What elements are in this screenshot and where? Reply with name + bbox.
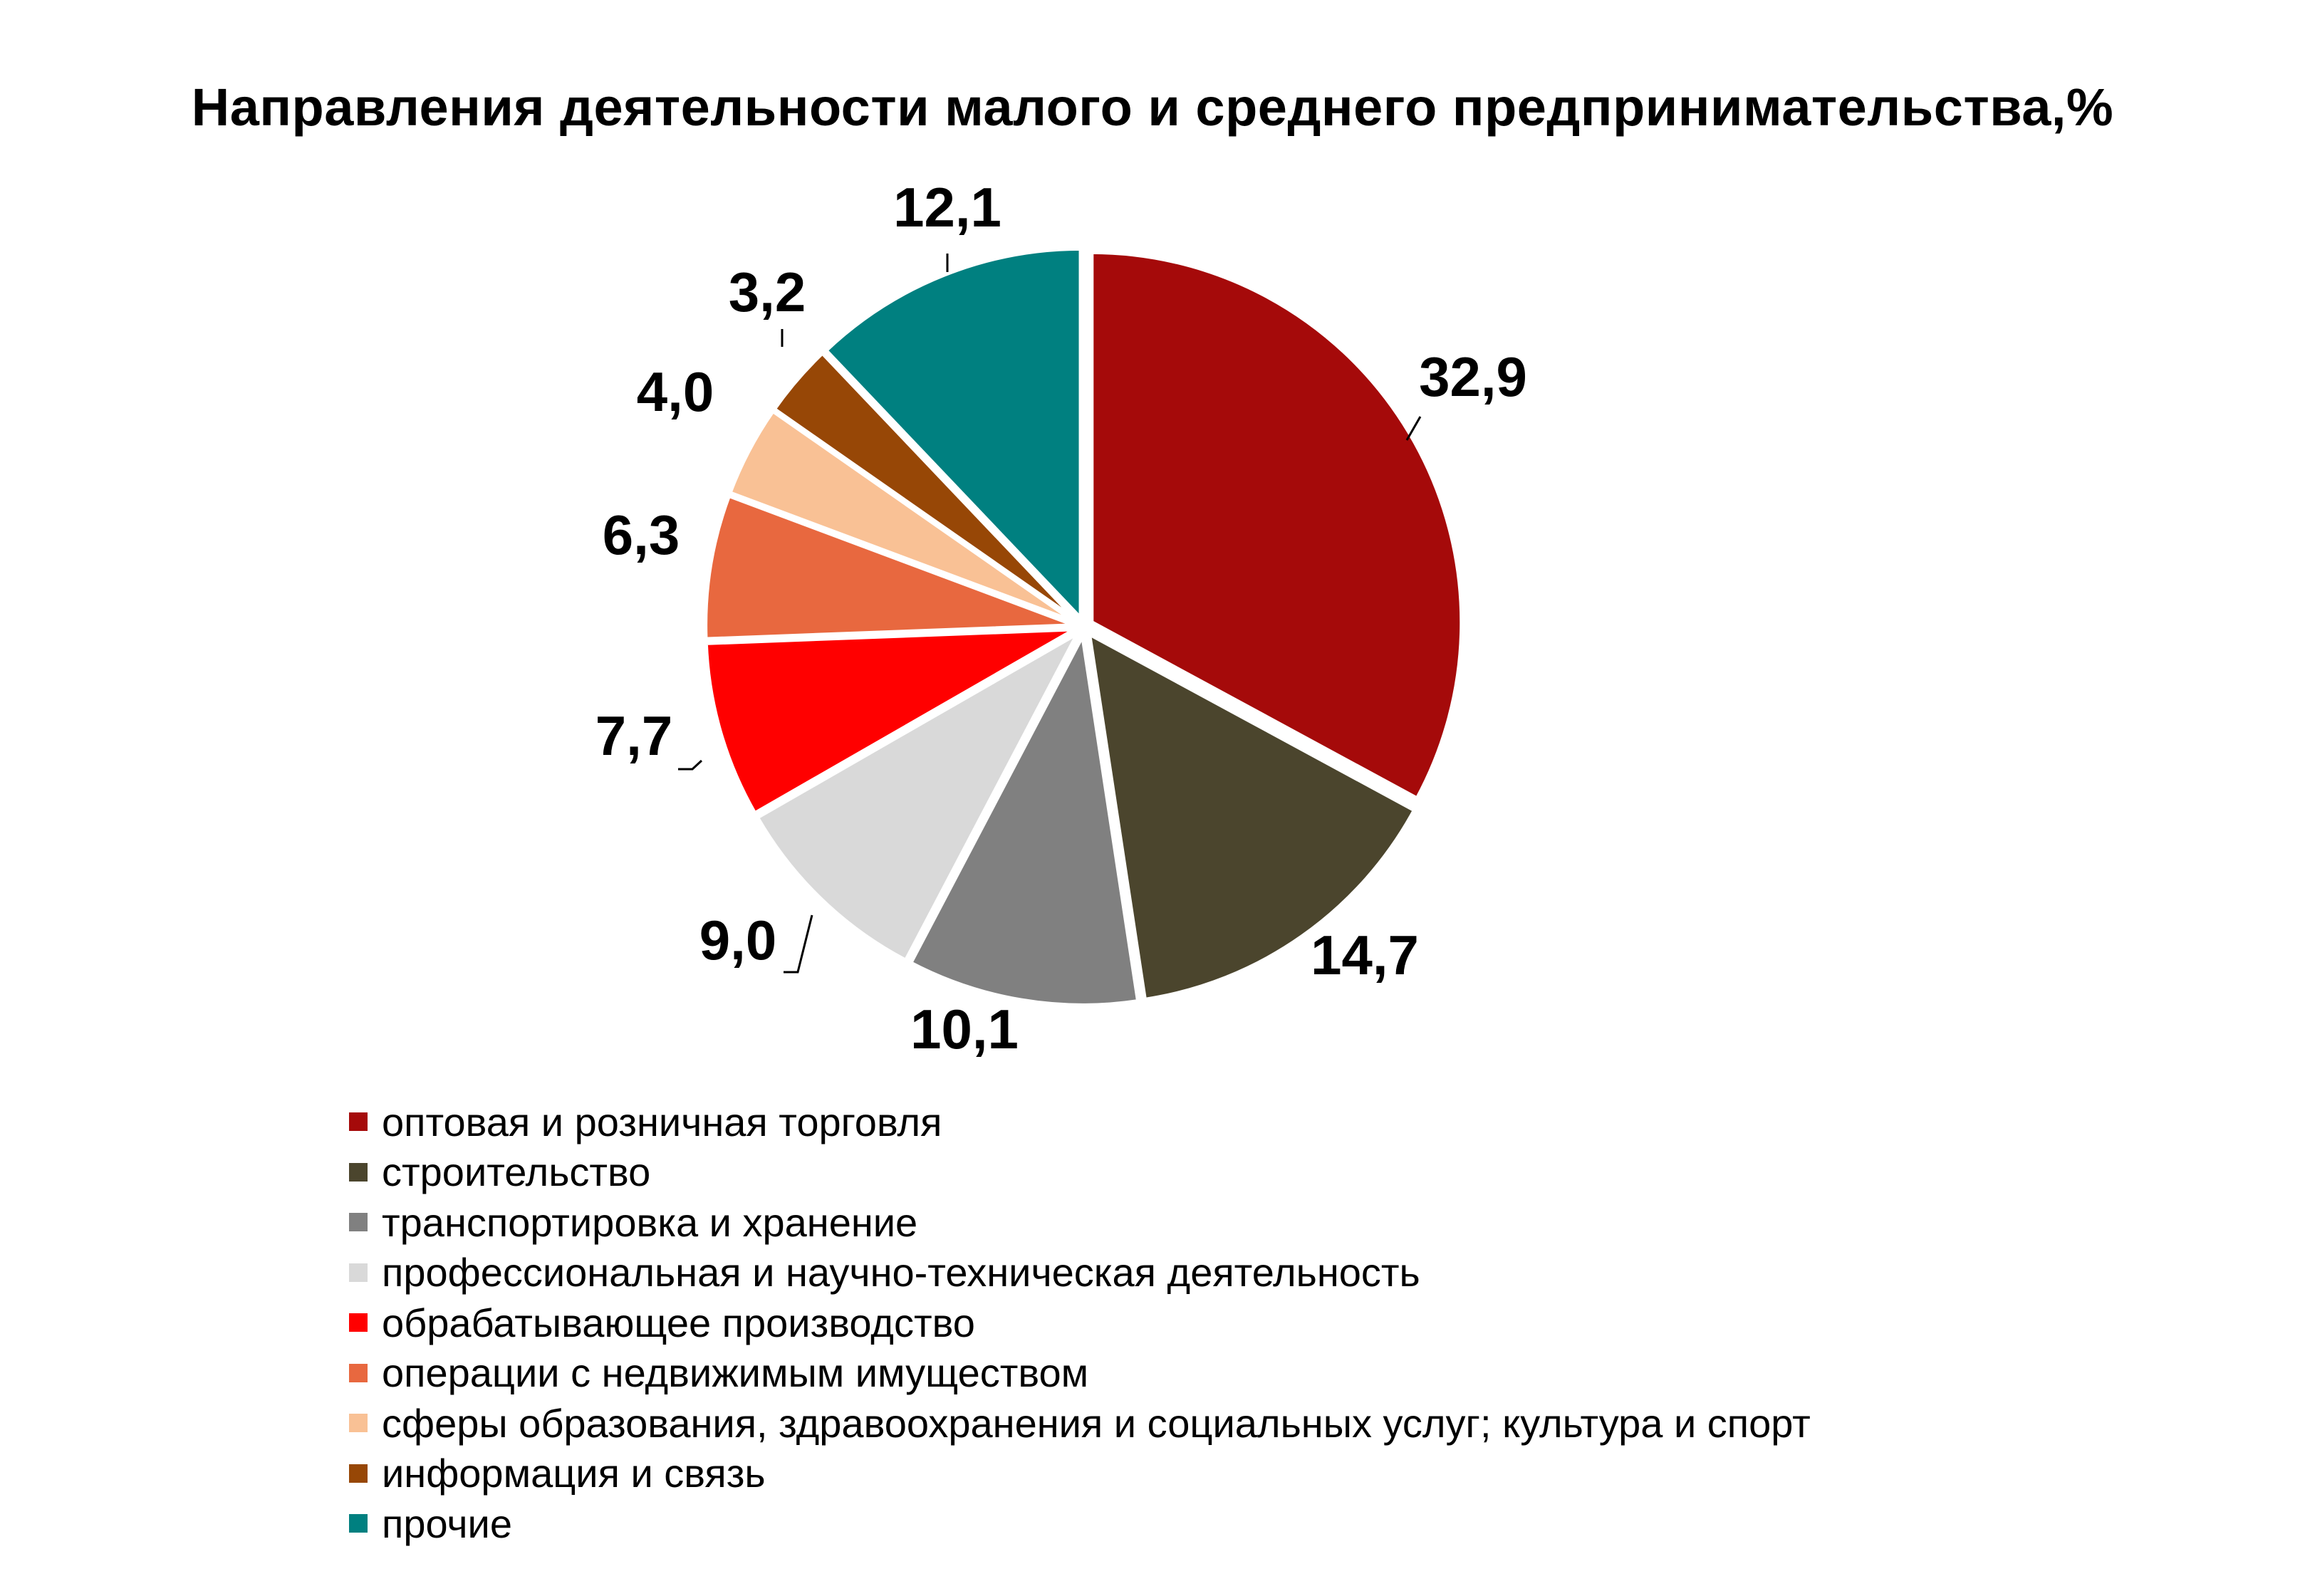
data-label-6: 6,3 — [603, 504, 680, 566]
data-label-8: 3,2 — [729, 261, 806, 323]
data-label-9: 12,1 — [893, 176, 1001, 239]
pie-slice-6 — [703, 492, 1077, 642]
legend-item: сферы образования, здравоохранения и соц… — [349, 1398, 1811, 1449]
legend-label: обрабатывающее производство — [382, 1300, 975, 1345]
legend-label: операции с недвижимым имуществом — [382, 1350, 1089, 1396]
pie-slice-5 — [703, 627, 1077, 817]
pie-slice-3 — [907, 628, 1141, 1008]
legend-swatch — [349, 1464, 368, 1483]
leader-line-4 — [784, 914, 813, 974]
legend-label: профессиональная и научно-техническая де… — [382, 1250, 1420, 1295]
data-label-1: 32,9 — [1419, 345, 1527, 408]
chart-title: Направления деятельности малого и средне… — [191, 78, 2114, 137]
legend-swatch — [349, 1213, 368, 1232]
data-label-7: 4,0 — [637, 360, 714, 423]
legend-item: обрабатывающее производство — [349, 1298, 1811, 1348]
pie-slice-8 — [771, 350, 1080, 623]
data-label-5: 7,7 — [595, 704, 672, 767]
legend-item: прочие — [349, 1498, 1811, 1549]
pie-slice-1 — [1089, 249, 1464, 802]
legend-label: информация и связь — [382, 1451, 766, 1496]
pie-slice-2 — [1086, 630, 1418, 1003]
legend-swatch — [349, 1363, 368, 1382]
data-label-3: 10,1 — [910, 998, 1019, 1060]
legend-label: сферы образования, здравоохранения и соц… — [382, 1400, 1811, 1446]
legend-swatch — [349, 1514, 368, 1533]
legend-swatch — [349, 1162, 368, 1182]
pie-slice-9 — [822, 246, 1083, 625]
legend-item: оптовая и розничная торговля — [349, 1097, 1811, 1147]
legend-swatch — [349, 1414, 368, 1433]
legend-swatch — [349, 1112, 368, 1132]
legend-item: строительство — [349, 1147, 1811, 1198]
data-label-2: 14,7 — [1311, 924, 1419, 986]
chart-legend: оптовая и розничная торговля строительств… — [349, 1097, 1811, 1549]
legend-label: прочие — [382, 1501, 512, 1546]
leader-line-5 — [678, 759, 703, 771]
legend-item: транспортировка и хранение — [349, 1197, 1811, 1248]
leader-line-1 — [1405, 416, 1422, 441]
legend-item: операции с недвижимым имуществом — [349, 1348, 1811, 1399]
data-label-4: 9,0 — [699, 909, 776, 971]
pie-slice-4 — [754, 627, 1084, 964]
legend-label: транспортировка и хранение — [382, 1199, 918, 1245]
legend-item: информация и связь — [349, 1449, 1811, 1499]
legend-swatch — [349, 1263, 368, 1282]
legend-label: оптовая и розничная торговля — [382, 1099, 942, 1144]
legend-swatch — [349, 1313, 368, 1332]
legend-item: профессиональная и научно-техническая де… — [349, 1248, 1811, 1298]
legend-label: строительство — [382, 1149, 651, 1195]
